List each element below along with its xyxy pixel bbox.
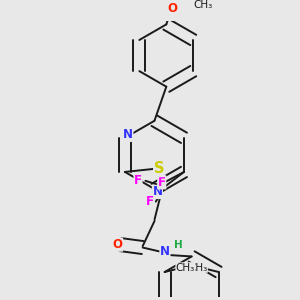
Text: F: F [158,176,166,189]
Text: H: H [174,240,183,250]
Text: O: O [112,238,122,251]
Text: F: F [146,195,154,208]
Text: S: S [154,161,164,176]
Text: CH₃: CH₃ [188,262,208,273]
Text: F: F [134,174,142,187]
Text: CH₃: CH₃ [193,0,212,10]
Text: CH₃: CH₃ [176,262,195,273]
Text: N: N [123,128,133,141]
Text: N: N [160,245,170,259]
Text: N: N [152,185,162,199]
Text: O: O [167,2,177,15]
